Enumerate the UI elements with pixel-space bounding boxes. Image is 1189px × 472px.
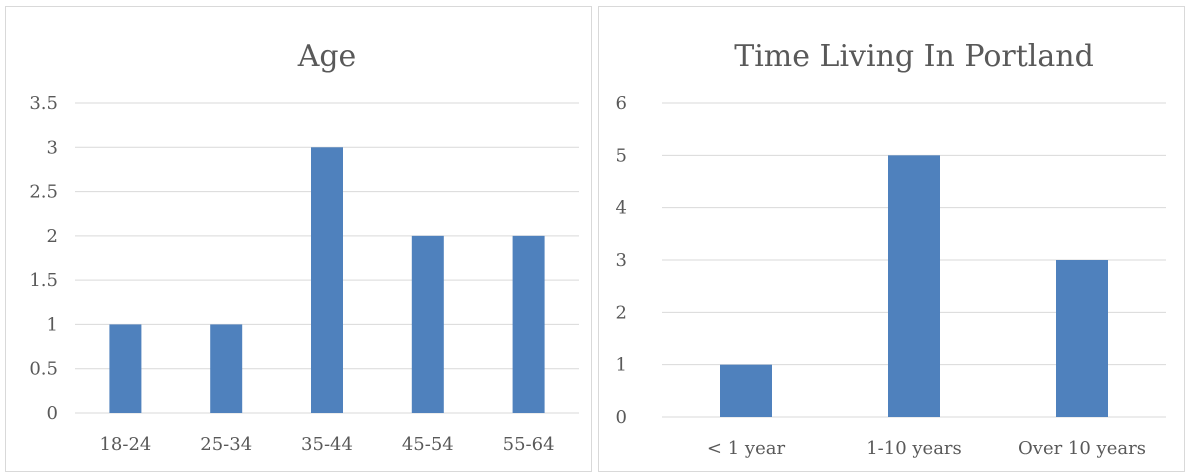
age-y-tick-label: 0.5 <box>29 359 58 380</box>
time-y-tick-label: 3 <box>616 250 627 271</box>
age-bar <box>210 324 243 413</box>
time-x-tick-label: 1-10 years <box>866 438 962 459</box>
age-chart-svg: Age 0 0.5 1 1.5 2 2.5 3 3.5 18-24 25-34 35-44 45-54 5… <box>29 39 579 455</box>
age-chart: Age 0 0.5 1 1.5 2 2.5 3 3.5 18-24 25-34 35-44 45-54 5… <box>5 6 592 472</box>
age-bar <box>311 147 343 414</box>
time-bar <box>720 364 772 417</box>
time-living-chart-svg: Time Living In Portland 0 1 2 3 4 5 6 < 1 year 1-… <box>616 39 1166 459</box>
age-y-tick-label: 1 <box>47 314 58 335</box>
age-chart-title: Age <box>297 39 357 74</box>
time-x-tick-label: < 1 year <box>707 438 786 459</box>
time-living-chart: Time Living In Portland 0 1 2 3 4 5 6 < 1 year 1-… <box>598 6 1185 472</box>
age-bar <box>109 324 142 413</box>
time-y-tick-label: 1 <box>616 355 627 376</box>
time-chart-title: Time Living In Portland <box>734 39 1094 74</box>
age-x-tick-label: 25-34 <box>200 434 252 455</box>
time-y-tick-label: 4 <box>616 198 627 219</box>
age-bar <box>512 235 545 413</box>
age-x-tick-label: 55-64 <box>503 434 555 455</box>
time-y-tick-label: 0 <box>616 407 627 428</box>
age-y-tick-label: 0 <box>47 403 58 424</box>
time-bar <box>1056 260 1108 417</box>
age-y-tick-label: 1.5 <box>29 270 58 291</box>
age-bar <box>411 235 444 413</box>
age-x-tick-label: 45-54 <box>402 434 454 455</box>
time-bar <box>888 155 940 418</box>
time-y-tick-label: 5 <box>616 145 627 166</box>
age-y-tick-label: 2.5 <box>29 182 58 203</box>
time-y-tick-label: 2 <box>616 302 627 323</box>
age-y-tick-label: 2 <box>47 226 58 247</box>
age-y-tick-label: 3 <box>47 137 58 158</box>
age-x-tick-label: 35-44 <box>301 434 353 455</box>
age-x-tick-label: 18-24 <box>99 434 151 455</box>
time-x-tick-label: Over 10 years <box>1018 438 1146 459</box>
age-y-tick-label: 3.5 <box>29 93 58 114</box>
time-y-tick-label: 6 <box>616 93 627 114</box>
